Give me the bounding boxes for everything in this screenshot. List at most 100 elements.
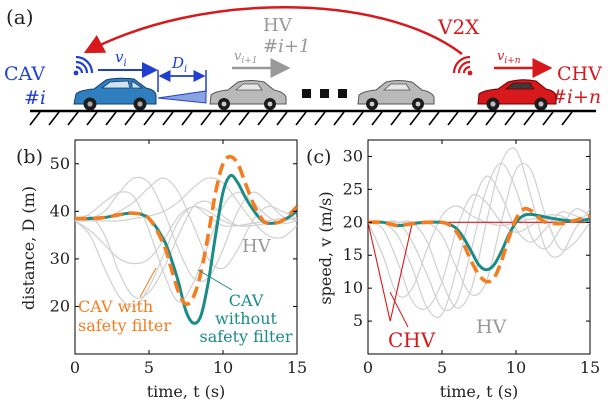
hv-series-line — [368, 175, 590, 318]
road-hatch-mark — [504, 111, 516, 126]
road-hatch-mark — [105, 111, 117, 126]
road-hatch-mark — [219, 111, 231, 126]
v-in-label: vi+n — [497, 49, 521, 66]
annotation-pointer — [197, 269, 233, 291]
road-hatch-mark — [314, 111, 326, 126]
road-hatch-mark — [29, 111, 41, 126]
annotation-cav-nofilter: CAV — [229, 291, 264, 310]
y-tick-label: 20 — [343, 212, 363, 231]
road-hatch-mark — [124, 111, 136, 126]
annotation-pointer — [139, 267, 157, 298]
road-hatch-mark — [276, 111, 288, 126]
hv-series-line — [368, 162, 590, 296]
panel-c: 0 5 10 15 5 10 15 20 25 30 (c) speed, v (m/s) tim… — [306, 139, 600, 401]
y-tick-label: 50 — [50, 154, 70, 173]
road-hatch-mark — [428, 111, 440, 126]
annotation-pointer — [389, 291, 409, 328]
road-hatch-mark — [352, 111, 364, 126]
hv-series-group — [368, 147, 590, 318]
plot-b-xlabel: time, t (s) — [147, 382, 226, 401]
hv-car — [357, 80, 435, 110]
hv-series-line — [368, 162, 590, 311]
y-tick-label: 15 — [343, 245, 363, 264]
panel-b-label: (b) — [16, 146, 43, 168]
x-tick-label: 0 — [363, 358, 373, 377]
road-hatch-mark — [561, 111, 573, 126]
x-tick-label: 5 — [437, 358, 447, 377]
x-tick-label: 10 — [506, 358, 526, 377]
hv-series-line — [75, 200, 297, 299]
v2x-label: V2X — [437, 15, 480, 39]
plot-c-xlabel: time, t (s) — [440, 382, 519, 401]
x-tick-label: 15 — [287, 358, 307, 377]
road-hatch-mark — [542, 111, 554, 126]
cav-label: CAV — [4, 63, 45, 85]
road-hatch-mark — [295, 111, 307, 126]
cav-with-filter-line — [368, 206, 590, 284]
ellipsis-dots — [302, 89, 347, 98]
road-hatch-mark — [86, 111, 98, 126]
d-i-label: Di — [171, 54, 187, 75]
cav-series-group — [75, 154, 297, 325]
chv-index: #i+n — [551, 86, 601, 108]
annotation-cav-filter: CAV with — [78, 297, 153, 316]
road-hatch-mark — [409, 111, 421, 126]
road-hatch-mark — [200, 111, 212, 126]
road-hatch-mark — [67, 111, 79, 126]
cav-without-filter-line — [368, 212, 590, 272]
annotation-cav-nofilter: safety filter — [199, 327, 292, 346]
v-i1-label: vi+1 — [234, 49, 258, 66]
y-tick-label: 30 — [343, 146, 363, 165]
road-hatch-mark — [390, 111, 402, 126]
wifi-icon — [73, 55, 94, 76]
annotation-hv: HV — [242, 236, 272, 257]
road-hatch-mark — [485, 111, 497, 126]
road-hatch-mark — [523, 111, 535, 126]
y-tick-label: 25 — [343, 179, 363, 198]
hv-series-line — [368, 193, 590, 310]
plot-b-ylabel: distance, D (m) — [19, 186, 38, 310]
panel-c-label: (c) — [306, 146, 331, 168]
road-hatch-mark — [48, 111, 60, 126]
chv-car — [477, 79, 557, 111]
wifi-icon — [452, 55, 473, 76]
road-hatch-mark — [333, 111, 345, 126]
road-hatch-mark — [143, 111, 155, 126]
hv-series-line — [75, 205, 297, 308]
cav-car — [73, 77, 157, 111]
y-tick-label: 20 — [50, 296, 70, 315]
panel-b: 0 5 10 15 20 30 40 50 (b) distance, D (m) time,… — [16, 139, 307, 401]
cav-series-group — [368, 206, 590, 322]
road-hatch-mark — [447, 111, 459, 126]
hv-series-line — [75, 191, 297, 303]
plot-c-frame — [367, 139, 591, 355]
plot-c-ticks: 0 5 10 15 5 10 15 20 25 30 — [343, 140, 600, 377]
plot-b-ticks: 0 5 10 15 20 30 40 50 — [50, 140, 307, 377]
road-hatch-mark — [257, 111, 269, 126]
v2x-arc — [83, 6, 463, 55]
road-hatch — [29, 111, 573, 126]
x-tick-label: 15 — [580, 358, 600, 377]
hv-car — [209, 80, 287, 110]
road-hatch-mark — [162, 111, 174, 126]
hv-index: #i+1 — [263, 36, 310, 57]
cav-with-filter-line — [75, 154, 297, 306]
road-hatch-mark — [181, 111, 193, 126]
hv-label: HV — [263, 15, 293, 36]
chv-series-line — [368, 221, 590, 322]
panel-a-label: (a) — [6, 5, 34, 29]
road-hatch-mark — [371, 111, 383, 126]
annotation-chv: CHV — [388, 328, 436, 352]
y-tick-label: 30 — [50, 249, 70, 268]
chv-label: CHV — [557, 63, 602, 85]
road-hatch-mark — [238, 111, 250, 126]
plot-c-ylabel: speed, v (m/s) — [316, 191, 335, 304]
hv-series-line — [368, 147, 590, 309]
annotation-cav-nofilter: without — [215, 309, 277, 328]
y-tick-label: 10 — [343, 278, 363, 297]
d-i-bracket — [157, 70, 207, 104]
x-tick-label: 5 — [144, 358, 154, 377]
x-tick-label: 10 — [213, 358, 233, 377]
x-tick-label: 0 — [70, 358, 80, 377]
